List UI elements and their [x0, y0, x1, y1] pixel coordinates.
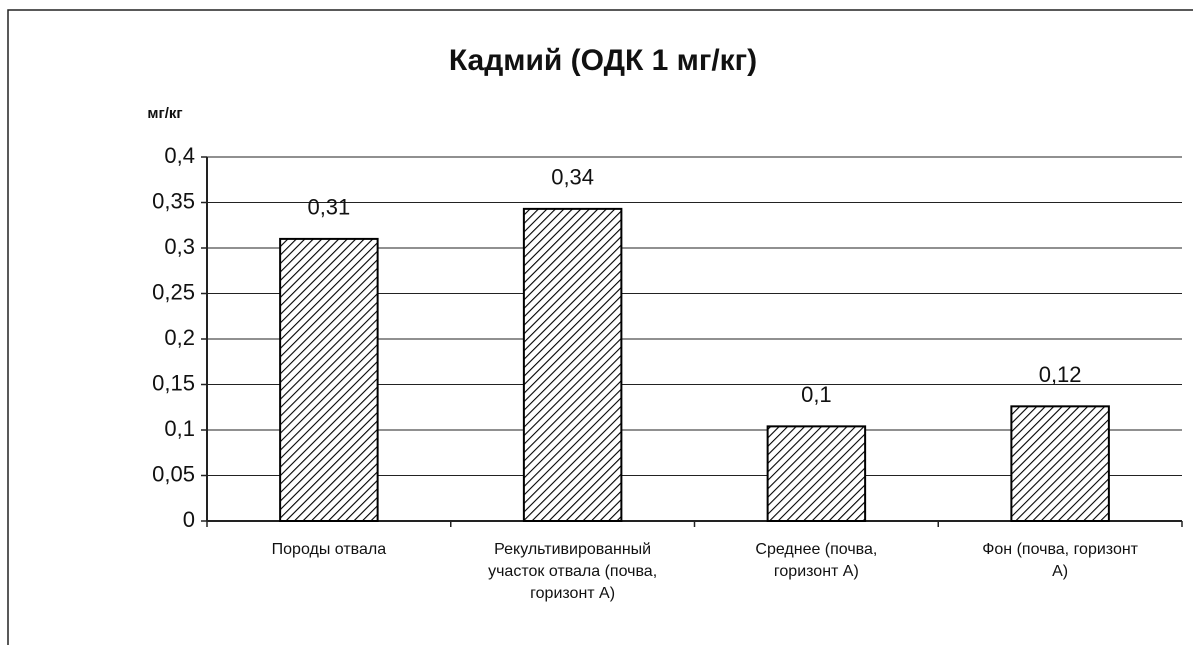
y-tick-label: 0,1	[164, 416, 195, 441]
y-tick-label: 0,35	[152, 188, 195, 213]
y-tick-label: 0,3	[164, 234, 195, 259]
y-axis-label: мг/кг	[147, 105, 182, 122]
x-tick-label: Породы отвала	[271, 541, 387, 558]
data-label: 0,34	[551, 165, 594, 190]
data-label: 0,31	[307, 195, 350, 220]
bar	[766, 425, 867, 522]
x-tick-label: Фон (почва, горизонт А)	[982, 541, 1138, 580]
y-tick-label: 0,05	[152, 461, 195, 486]
frame	[7, 9, 1193, 645]
bar	[279, 237, 379, 522]
chart-title: Кадмий (ОДК 1 мг/кг)	[449, 44, 757, 77]
y-tick-label: 0,4	[164, 143, 195, 168]
y-tick-label: 0,15	[152, 370, 195, 395]
bar	[522, 207, 623, 522]
y-tick-label: 0,2	[164, 325, 195, 350]
x-tick-label: Среднее (почва, горизонт А)	[755, 541, 878, 580]
x-tick-label: Рекультивированный участок отвала (почва…	[488, 541, 658, 602]
y-tick-label: 0,25	[152, 279, 195, 304]
y-tick-label: 0	[183, 507, 195, 532]
bar	[1010, 405, 1110, 522]
data-label: 0,12	[1039, 362, 1082, 387]
data-label: 0,1	[801, 382, 832, 407]
